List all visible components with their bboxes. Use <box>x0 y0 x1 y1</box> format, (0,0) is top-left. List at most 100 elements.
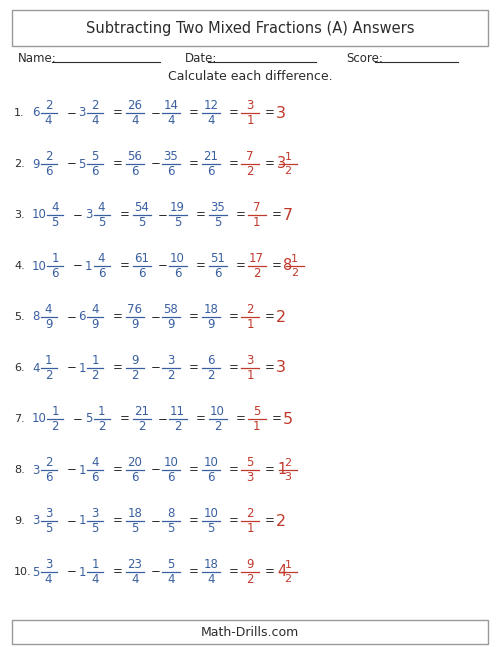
Text: =: = <box>120 413 130 426</box>
Text: 9: 9 <box>167 318 175 331</box>
Text: =: = <box>272 259 281 272</box>
Text: −: − <box>66 463 76 476</box>
Text: =: = <box>229 463 239 476</box>
Text: =: = <box>113 157 123 171</box>
Text: −: − <box>151 157 161 171</box>
Text: =: = <box>189 565 199 578</box>
Text: 1: 1 <box>45 354 52 367</box>
Text: =: = <box>265 565 275 578</box>
Text: 3: 3 <box>246 471 254 484</box>
Text: −: − <box>151 514 161 527</box>
Text: =: = <box>189 157 199 171</box>
Text: 2: 2 <box>98 420 105 433</box>
Text: 4: 4 <box>98 252 105 265</box>
Text: 6: 6 <box>208 471 215 484</box>
Text: 61: 61 <box>134 252 149 265</box>
Text: =: = <box>272 208 281 221</box>
Text: 2: 2 <box>276 514 286 529</box>
Text: 2: 2 <box>138 420 145 433</box>
Text: 4: 4 <box>91 114 99 127</box>
Text: 10.: 10. <box>14 567 32 577</box>
Text: 6: 6 <box>45 165 52 178</box>
Text: 3: 3 <box>85 208 92 221</box>
Text: 21: 21 <box>134 405 149 418</box>
Text: =: = <box>120 259 130 272</box>
Text: 4: 4 <box>91 456 99 469</box>
Text: Subtracting Two Mixed Fractions (A) Answers: Subtracting Two Mixed Fractions (A) Answ… <box>86 21 414 36</box>
Text: =: = <box>189 463 199 476</box>
Text: 4: 4 <box>167 114 175 127</box>
Text: 5.: 5. <box>14 312 24 322</box>
Text: 6: 6 <box>174 267 181 280</box>
Text: 3: 3 <box>284 472 292 483</box>
Text: 1: 1 <box>78 514 86 527</box>
Text: 1: 1 <box>284 560 292 569</box>
Text: 9: 9 <box>208 318 215 331</box>
Text: 10: 10 <box>204 507 218 520</box>
Text: 35: 35 <box>210 201 225 214</box>
Text: =: = <box>196 413 205 426</box>
Text: 5: 5 <box>138 216 145 229</box>
Text: =: = <box>265 107 275 120</box>
Text: 1: 1 <box>91 558 99 571</box>
Text: 4: 4 <box>45 114 52 127</box>
Text: 8: 8 <box>168 507 174 520</box>
Text: 10: 10 <box>210 405 225 418</box>
Text: 2: 2 <box>174 420 181 433</box>
Text: −: − <box>151 107 161 120</box>
Text: −: − <box>73 208 83 221</box>
Text: 6: 6 <box>208 354 215 367</box>
Text: =: = <box>229 157 239 171</box>
Text: 2: 2 <box>284 166 292 177</box>
Text: 2: 2 <box>91 369 99 382</box>
Text: 9: 9 <box>32 157 40 171</box>
Text: 3: 3 <box>92 507 98 520</box>
Text: 5: 5 <box>98 216 105 229</box>
Text: 4: 4 <box>91 303 99 316</box>
Text: 1: 1 <box>246 522 254 535</box>
Text: 54: 54 <box>134 201 149 214</box>
Text: =: = <box>229 107 239 120</box>
Text: =: = <box>236 259 246 272</box>
Text: 56: 56 <box>128 150 142 163</box>
Text: =: = <box>265 311 275 324</box>
Text: =: = <box>236 413 246 426</box>
Text: =: = <box>189 362 199 375</box>
Text: 17: 17 <box>249 252 264 265</box>
Text: 9: 9 <box>91 318 99 331</box>
Text: 1: 1 <box>98 405 105 418</box>
Text: 7: 7 <box>246 150 254 163</box>
Text: 2: 2 <box>214 420 221 433</box>
Text: =: = <box>229 311 239 324</box>
Text: 2: 2 <box>276 309 286 325</box>
Text: =: = <box>229 565 239 578</box>
Text: =: = <box>272 413 281 426</box>
Text: 5: 5 <box>78 157 86 171</box>
Text: 6: 6 <box>167 165 175 178</box>
Text: 5: 5 <box>246 456 254 469</box>
Text: 2: 2 <box>45 150 52 163</box>
Text: 2: 2 <box>246 165 254 178</box>
Text: 6: 6 <box>91 165 99 178</box>
Text: 5: 5 <box>208 522 214 535</box>
Text: 1: 1 <box>291 254 298 263</box>
Text: 4: 4 <box>131 114 139 127</box>
Text: 9: 9 <box>45 318 52 331</box>
Text: 6: 6 <box>208 165 215 178</box>
Text: 3: 3 <box>45 558 52 571</box>
Text: 2: 2 <box>45 456 52 469</box>
Text: 4: 4 <box>208 573 215 586</box>
Text: 2: 2 <box>246 573 254 586</box>
Text: −: − <box>151 311 161 324</box>
Text: =: = <box>265 463 275 476</box>
Text: 6: 6 <box>45 471 52 484</box>
Text: 4: 4 <box>208 114 215 127</box>
Text: 4: 4 <box>45 303 52 316</box>
Text: 1: 1 <box>85 259 92 272</box>
Text: 3: 3 <box>277 157 286 171</box>
Text: =: = <box>229 362 239 375</box>
Text: 5: 5 <box>168 558 174 571</box>
Text: 3: 3 <box>32 463 40 476</box>
Text: =: = <box>113 565 123 578</box>
Text: 10: 10 <box>32 259 47 272</box>
